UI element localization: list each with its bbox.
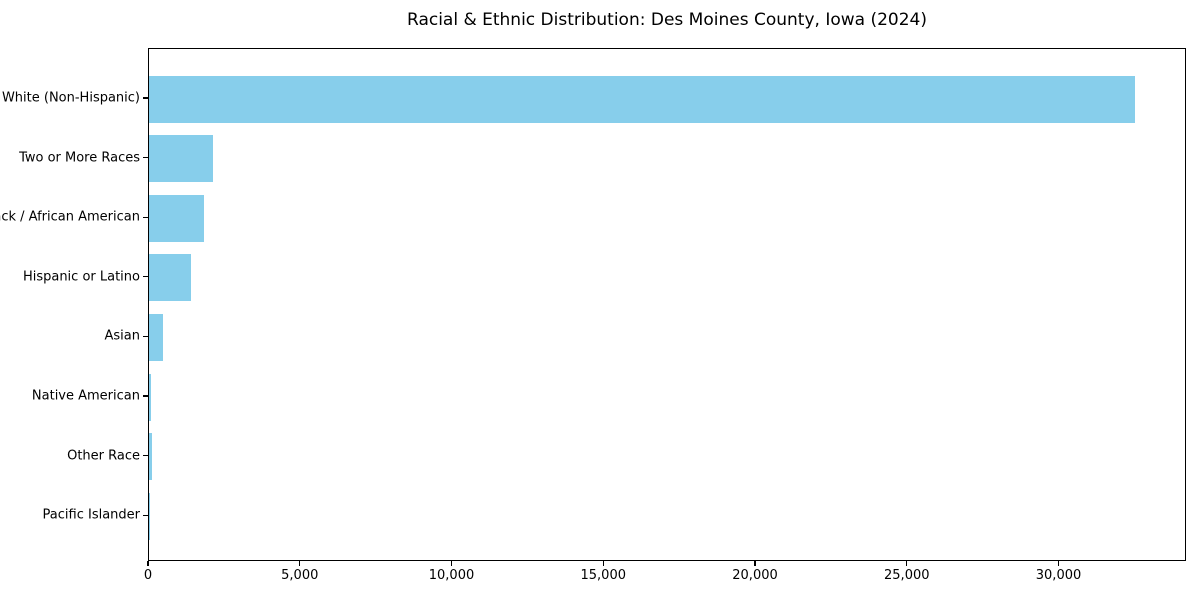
y-axis-tick [143,97,148,99]
plot-area [148,48,1186,561]
y-axis-label: Other Race [67,448,140,464]
y-axis-tick [143,157,148,159]
bar-native-american [149,373,152,421]
y-axis-label: Native American [31,388,140,404]
bar-hispanic-or-latino [149,254,192,302]
y-axis-label: Pacific Islander [42,507,140,523]
y-axis-label: Hispanic or Latino [22,269,140,285]
x-axis-tick [1057,561,1060,566]
y-axis-tick [143,514,148,516]
x-axis-tick [906,561,908,566]
bar-two-or-more-races [149,135,213,183]
bar-asian [149,313,163,361]
x-axis-tick-label: 15,000 [580,568,627,583]
x-axis-tick [602,561,604,566]
x-axis-tick-label: 20,000 [732,568,778,583]
x-axis-tick [450,561,453,566]
y-axis-tick [143,455,148,457]
y-axis-label: Asian [104,328,140,344]
y-axis-tick [143,395,148,397]
x-axis-tick-label: 10,000 [428,568,475,583]
chart-title: Racial & Ethnic Distribution: Des Moines… [407,10,927,30]
y-axis-tick [143,216,148,218]
bar-white-non-hispanic [149,75,1136,123]
x-axis-tick-label: 5,000 [281,568,319,583]
x-axis-tick-label: 0 [143,568,153,583]
x-axis-tick [754,561,756,566]
y-axis-label: White (Non-Hispanic) [1,90,140,106]
y-axis-tick [143,276,148,278]
x-axis-tick [299,561,301,566]
bar-black-african-american [149,194,204,242]
x-axis-tick-label: 25,000 [884,568,930,583]
y-axis-tick [143,335,148,337]
bar-other-race [149,433,153,481]
x-axis-tick-label: 30,000 [1035,568,1082,583]
x-axis-tick [147,561,149,566]
y-axis-label: Two or More Races [19,150,140,166]
y-axis-label: Black / African American [0,209,140,225]
